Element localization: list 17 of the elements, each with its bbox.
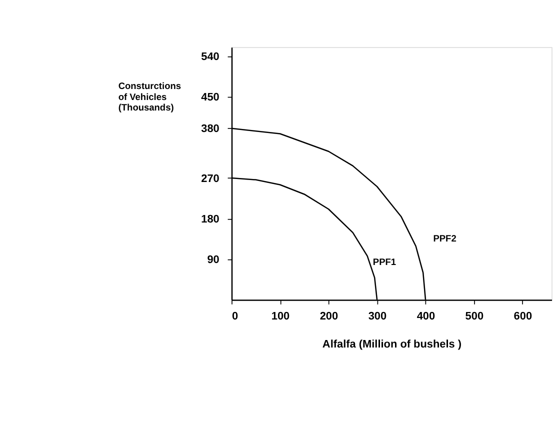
x-tick-label: 600 xyxy=(514,310,532,323)
series-label: PPF1 xyxy=(372,257,396,268)
series-label: PPF2 xyxy=(433,234,456,244)
x-tick-label: 0 xyxy=(232,310,238,323)
y-tick-label: 180 xyxy=(201,213,220,226)
x-tick-label: 100 xyxy=(271,310,290,323)
y-tick-label: 450 xyxy=(201,92,220,104)
x-tick-label: 500 xyxy=(465,310,484,323)
y-tick-label: 380 xyxy=(201,123,220,136)
y-axis-title: Consturctions of Vehicles (Thousands) xyxy=(118,80,182,113)
y-tick-label: 270 xyxy=(201,172,220,185)
y-tick-label: 540 xyxy=(201,50,220,63)
x-axis-title: Alfalfa (Million of bushels ) xyxy=(322,338,462,350)
y-tick-label: 90 xyxy=(207,254,220,266)
x-tick-label: 400 xyxy=(416,310,436,323)
x-tick-label: 300 xyxy=(368,310,387,323)
x-tick-label: 200 xyxy=(320,310,338,323)
